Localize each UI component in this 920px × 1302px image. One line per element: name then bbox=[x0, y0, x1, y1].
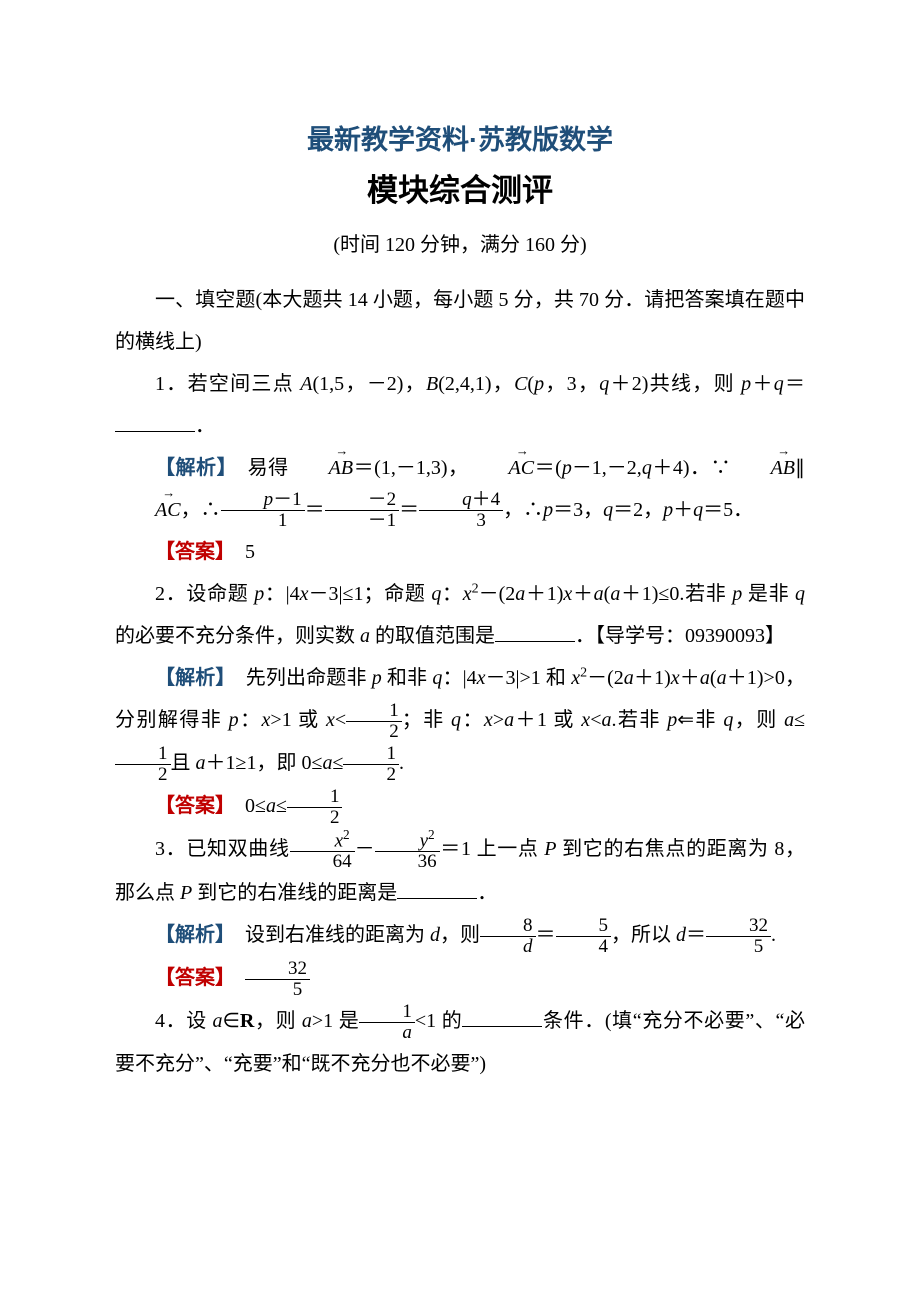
blank-line bbox=[462, 1008, 542, 1027]
q3-analysis: 【解析】 设到右准线的距离为 d，则8d＝54，所以 d＝325. bbox=[115, 914, 805, 957]
doc-title-series: 最新教学资料·苏教版数学 bbox=[115, 120, 805, 161]
analysis-label: 【解析】 bbox=[155, 667, 226, 689]
answer-label: 【答案】 bbox=[155, 541, 225, 563]
blank-line bbox=[115, 413, 195, 432]
q1-answer: 【答案】 5 bbox=[115, 531, 805, 573]
analysis-label: 【解析】 bbox=[155, 457, 227, 479]
answer-label: 【答案】 bbox=[155, 967, 225, 989]
q2-analysis: 【解析】 先列出命题非 p 和非 q：|4x－3|>1 和 x2－(2a＋1)x… bbox=[115, 657, 805, 785]
blank-line bbox=[397, 880, 477, 899]
doc-title-main: 模块综合测评 bbox=[115, 165, 805, 210]
q1-analysis: 【解析】 易得→AB＝(1,－1,3)，→AC＝(p－1,－2,q＋4)．∵→A… bbox=[115, 447, 805, 532]
vec-AB: →AB bbox=[289, 447, 353, 489]
page-container: 最新教学资料·苏教版数学 模块综合测评 (时间 120 分钟，满分 160 分)… bbox=[0, 0, 920, 1302]
doc-subtitle: (时间 120 分钟，满分 160 分) bbox=[115, 228, 805, 257]
q3-stem: 3．已知双曲线x264－y236＝1 上一点 P 到它的右焦点的距离为 8，那么… bbox=[115, 828, 805, 915]
q3-answer: 【答案】 325 bbox=[115, 957, 805, 1000]
q2-stem: 2．设命题 p：|4x－3|≤1；命题 q：x2－(2a＋1)x＋a(a＋1)≤… bbox=[115, 573, 805, 657]
section-heading: 一、填空题(本大题共 14 小题，每小题 5 分，共 70 分．请把答案填在题中… bbox=[115, 279, 805, 363]
vec-AC: →AC bbox=[469, 447, 535, 489]
q1-stem: 1．若空间三点 A(1,5，－2)，B(2,4,1)，C(p，3，q＋2)共线，… bbox=[115, 363, 805, 447]
answer-label: 【答案】 bbox=[155, 795, 225, 817]
analysis-label: 【解析】 bbox=[155, 924, 225, 946]
q4-stem: 4．设 a∈R，则 a>1 是1a<1 的条件．(填“充分不必要”、“必要不充分… bbox=[115, 1000, 805, 1085]
fraction: p－11 bbox=[221, 490, 305, 531]
q1-text: 1．若空间三点 bbox=[155, 373, 300, 395]
q2-answer: 【答案】 0≤a≤12 bbox=[115, 785, 805, 828]
blank-line bbox=[495, 623, 575, 642]
